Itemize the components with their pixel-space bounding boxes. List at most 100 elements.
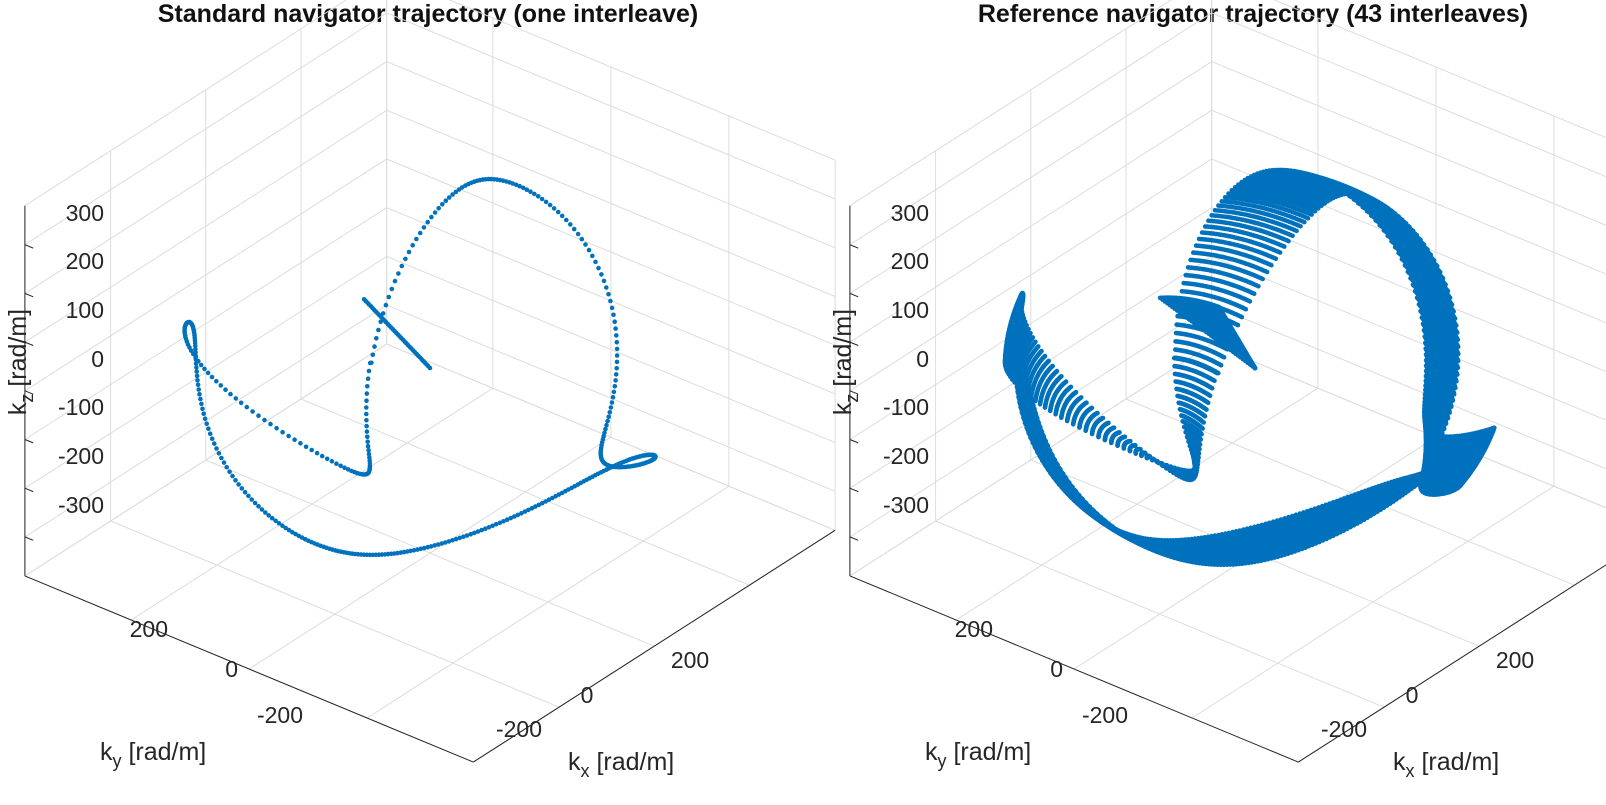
- trajectory-point: [238, 400, 244, 406]
- kz-tick-mark: [849, 244, 859, 249]
- left-kz-tick-300: 300: [66, 200, 104, 226]
- trajectory-point: [450, 538, 455, 543]
- trajectory-point: [244, 404, 250, 410]
- left-ky-tick-m200: -200: [257, 702, 303, 728]
- trajectory-point: [603, 426, 608, 432]
- trajectory-point: [366, 451, 372, 457]
- trajectory-point: [309, 447, 315, 453]
- left-kx-label: kx [rad/m]: [568, 748, 674, 781]
- right-ky-tick-0: 0: [1050, 656, 1063, 682]
- trajectory-point: [256, 504, 261, 509]
- trajectory-point: [276, 521, 282, 526]
- right-kz-label: kz [rad/m]: [829, 309, 862, 415]
- right-ky-label: ky [rad/m]: [925, 738, 1031, 771]
- trajectory-point: [608, 405, 614, 410]
- trajectory-point: [425, 219, 431, 225]
- kz-tick-mark: [24, 341, 34, 346]
- left-ticks: 300 200 100 0 -100 -200 -300 200 0 -200 …: [58, 200, 709, 742]
- trajectory-point: [366, 448, 371, 453]
- trajectory-point: [425, 544, 431, 550]
- trajectory-point: [601, 278, 607, 284]
- trajectory-point: [246, 493, 251, 499]
- trajectory-point: [446, 195, 452, 200]
- grid-line: [386, 255, 836, 444]
- trajectory-point: [392, 278, 398, 284]
- trajectory-point: [194, 365, 199, 370]
- grid-line: [849, 255, 1212, 489]
- trajectory-point: [607, 410, 613, 415]
- trajectory-point: [376, 327, 381, 333]
- trajectory-point: [374, 336, 379, 341]
- trajectory-point: [414, 236, 419, 242]
- trajectory-point: [364, 411, 369, 417]
- trajectory-point: [611, 312, 616, 318]
- trajectory-point: [403, 256, 408, 262]
- trajectory-point: [198, 396, 203, 402]
- trajectory-point: [440, 202, 445, 207]
- trajectory-point: [421, 225, 427, 230]
- trajectory-point: [364, 429, 370, 434]
- trajectory-point: [493, 522, 499, 527]
- trajectory-point: [606, 291, 611, 297]
- right-kx-tick-0: 0: [1406, 682, 1419, 708]
- right-kx-tick-200: 200: [1496, 647, 1534, 673]
- grid-line: [1211, 343, 1606, 509]
- trajectory-point: [443, 540, 448, 545]
- right-panel-title: Reference navigator trajectory (43 inter…: [978, 0, 1528, 28]
- trajectory-point: [468, 531, 474, 537]
- right-ticks: 300 200 100 0 -100 -200 -300 200 0 -200 …: [883, 200, 1534, 742]
- trajectory-point: [564, 217, 569, 223]
- trajectory-point: [212, 441, 217, 446]
- left-kx-tick-0: 0: [581, 682, 594, 708]
- grid-line: [849, 343, 1212, 577]
- trajectory-point: [338, 463, 343, 469]
- trajectory-point: [586, 247, 592, 253]
- trajectory-point: [504, 517, 510, 522]
- ky-axis-line: [24, 575, 474, 763]
- trajectory-point: [490, 523, 495, 529]
- trajectory-point: [196, 387, 201, 392]
- grid-line: [1211, 109, 1606, 275]
- grid-line: [24, 158, 387, 392]
- trajectory-point: [193, 346, 198, 352]
- trajectory-point: [364, 417, 369, 423]
- left-kz-tick-100: 100: [66, 297, 104, 323]
- trajectory-point: [342, 465, 347, 471]
- trajectory-point: [334, 461, 339, 467]
- trajectory-point: [389, 286, 395, 292]
- trajectory-point: [605, 418, 610, 424]
- trajectory-point: [614, 353, 620, 358]
- trajectory-point: [532, 191, 537, 197]
- trajectory-point: [365, 434, 370, 440]
- left-kz-tick-200: 200: [66, 248, 104, 274]
- trajectory-point: [219, 455, 224, 461]
- left-trajectory-points: [182, 176, 658, 558]
- trajectory-point: [453, 189, 459, 195]
- trajectory-point: [583, 242, 588, 247]
- trajectory-point: [406, 249, 412, 255]
- trajectory-point: [486, 525, 492, 530]
- trajectory-point: [202, 416, 208, 422]
- trajectory-point: [266, 513, 272, 518]
- trajectory-point: [193, 350, 198, 355]
- trajectory-point: [223, 387, 228, 393]
- trajectory-point: [446, 539, 452, 544]
- trajectory-point: [483, 526, 488, 531]
- kz-tick-mark: [24, 244, 34, 249]
- trajectory-point: [443, 198, 449, 203]
- trajectory-point: [609, 400, 615, 405]
- trajectory-point: [195, 382, 201, 388]
- trajectory-point: [479, 527, 484, 533]
- left-kx-tick-m200: -200: [496, 716, 542, 742]
- kz-tick-mark: [24, 390, 34, 395]
- grid-line: [849, 12, 1212, 246]
- trajectory-point: [242, 489, 248, 495]
- left-kz-tick-m100: -100: [58, 394, 104, 420]
- trajectory-point: [269, 515, 275, 521]
- trajectory-point: [599, 272, 604, 277]
- left-grid: [24, 0, 836, 763]
- trajectory-point: [408, 548, 413, 554]
- trajectory-point: [298, 441, 303, 446]
- trajectory-point: [205, 370, 211, 376]
- trajectory-point: [193, 357, 199, 362]
